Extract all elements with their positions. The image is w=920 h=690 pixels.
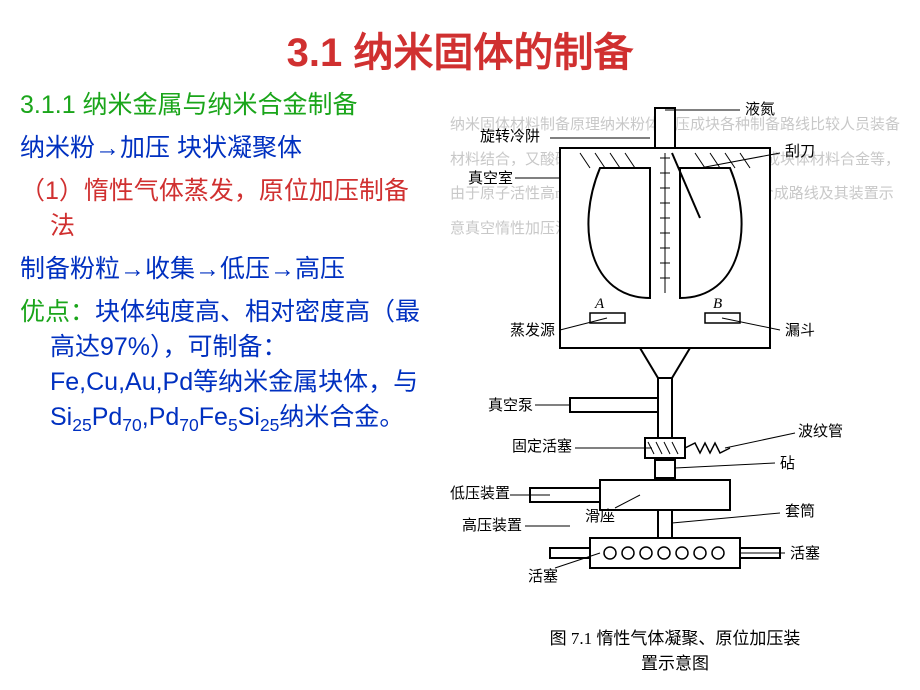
right-column: 纳米固体材料制备原理纳米粉体加压成块各种制备路线比较人员装备材料结合，又酸碱等，… [430, 88, 910, 674]
lbl-anvil: 砧 [780, 455, 795, 472]
line-process-text: 制备粉粒→收集→低压→高压 [20, 255, 345, 283]
caption-l2: 置示意图 [641, 654, 709, 673]
mid2: ,Pd [142, 403, 180, 431]
lbl-cold-trap: 旋转冷阱 [480, 128, 540, 145]
lbl-low-pressure: 低压装置 [450, 485, 510, 502]
lbl-vacuum-chamber: 真空室 [468, 169, 513, 187]
lbl-b: B [713, 296, 722, 312]
lbl-funnel: 漏斗 [785, 322, 815, 339]
adv-label: 优点： [20, 298, 95, 326]
mid4: Si [238, 403, 260, 431]
lbl-piston-r: 活塞 [790, 544, 820, 562]
advantages: 优点：块体纯度高、相对密度高（最高达97%），可制备：Fe,Cu,Au,Pd等纳… [20, 295, 430, 438]
lbl-bellows: 波纹管 [798, 423, 843, 440]
line-process: 制备粉粒→收集→低压→高压 [20, 252, 430, 287]
sub5: 25 [260, 415, 279, 435]
lbl-sleeve: 套筒 [785, 503, 815, 520]
lbl-fixed-piston: 固定活塞 [512, 437, 572, 455]
caption-l1: 图 7.1 惰性气体凝聚、原位加压装 [550, 629, 801, 648]
sub4: 5 [228, 415, 238, 435]
line-powder-text: 纳米粉→加压 块状凝聚体 [20, 134, 302, 162]
left-column: 3.1.1 纳米金属与纳米合金制备 纳米粉→加压 块状凝聚体 （1）惰性气体蒸发… [10, 88, 430, 674]
lbl-vacuum-pump: 真空泵 [488, 396, 533, 414]
lbl-a: A [594, 296, 605, 312]
lbl-scraper: 刮刀 [785, 143, 815, 160]
lbl-slider: 滑座 [585, 508, 615, 525]
diagram-caption: 图 7.1 惰性气体凝聚、原位加压装 置示意图 [440, 624, 910, 674]
lbl-liquid-nitrogen: 液氮 [745, 101, 775, 118]
page-title: 3.1 纳米固体的制备 [0, 0, 920, 88]
line-method-text: （1）惰性气体蒸发，原位加压制备法 [20, 177, 409, 240]
diagram-apparatus: 液氮 旋转冷阱 真空室 刮刀 A B 蒸发源 漏斗 真空泵 固定活塞 波纹管 砧… [440, 98, 910, 674]
title-text: 3.1 纳米固体的制备 [287, 31, 634, 75]
adv-tail: 纳米合金。 [279, 403, 404, 431]
sub3: 70 [179, 415, 198, 435]
mid3: Fe [199, 403, 228, 431]
section-heading-text: 3.1.1 纳米金属与纳米合金制备 [20, 91, 358, 119]
sub2: 70 [122, 415, 141, 435]
lbl-evap: 蒸发源 [510, 322, 555, 339]
line-powder: 纳米粉→加压 块状凝聚体 [20, 131, 430, 166]
mid1: Pd [92, 403, 123, 431]
sub1: 25 [72, 415, 91, 435]
content-wrap: 3.1.1 纳米金属与纳米合金制备 纳米粉→加压 块状凝聚体 （1）惰性气体蒸发… [0, 88, 920, 674]
line-method: （1）惰性气体蒸发，原位加压制备法 [20, 174, 430, 244]
lbl-piston-l: 活塞 [528, 567, 558, 585]
section-heading: 3.1.1 纳米金属与纳米合金制备 [20, 88, 430, 123]
lbl-high-pressure: 高压装置 [462, 517, 522, 534]
